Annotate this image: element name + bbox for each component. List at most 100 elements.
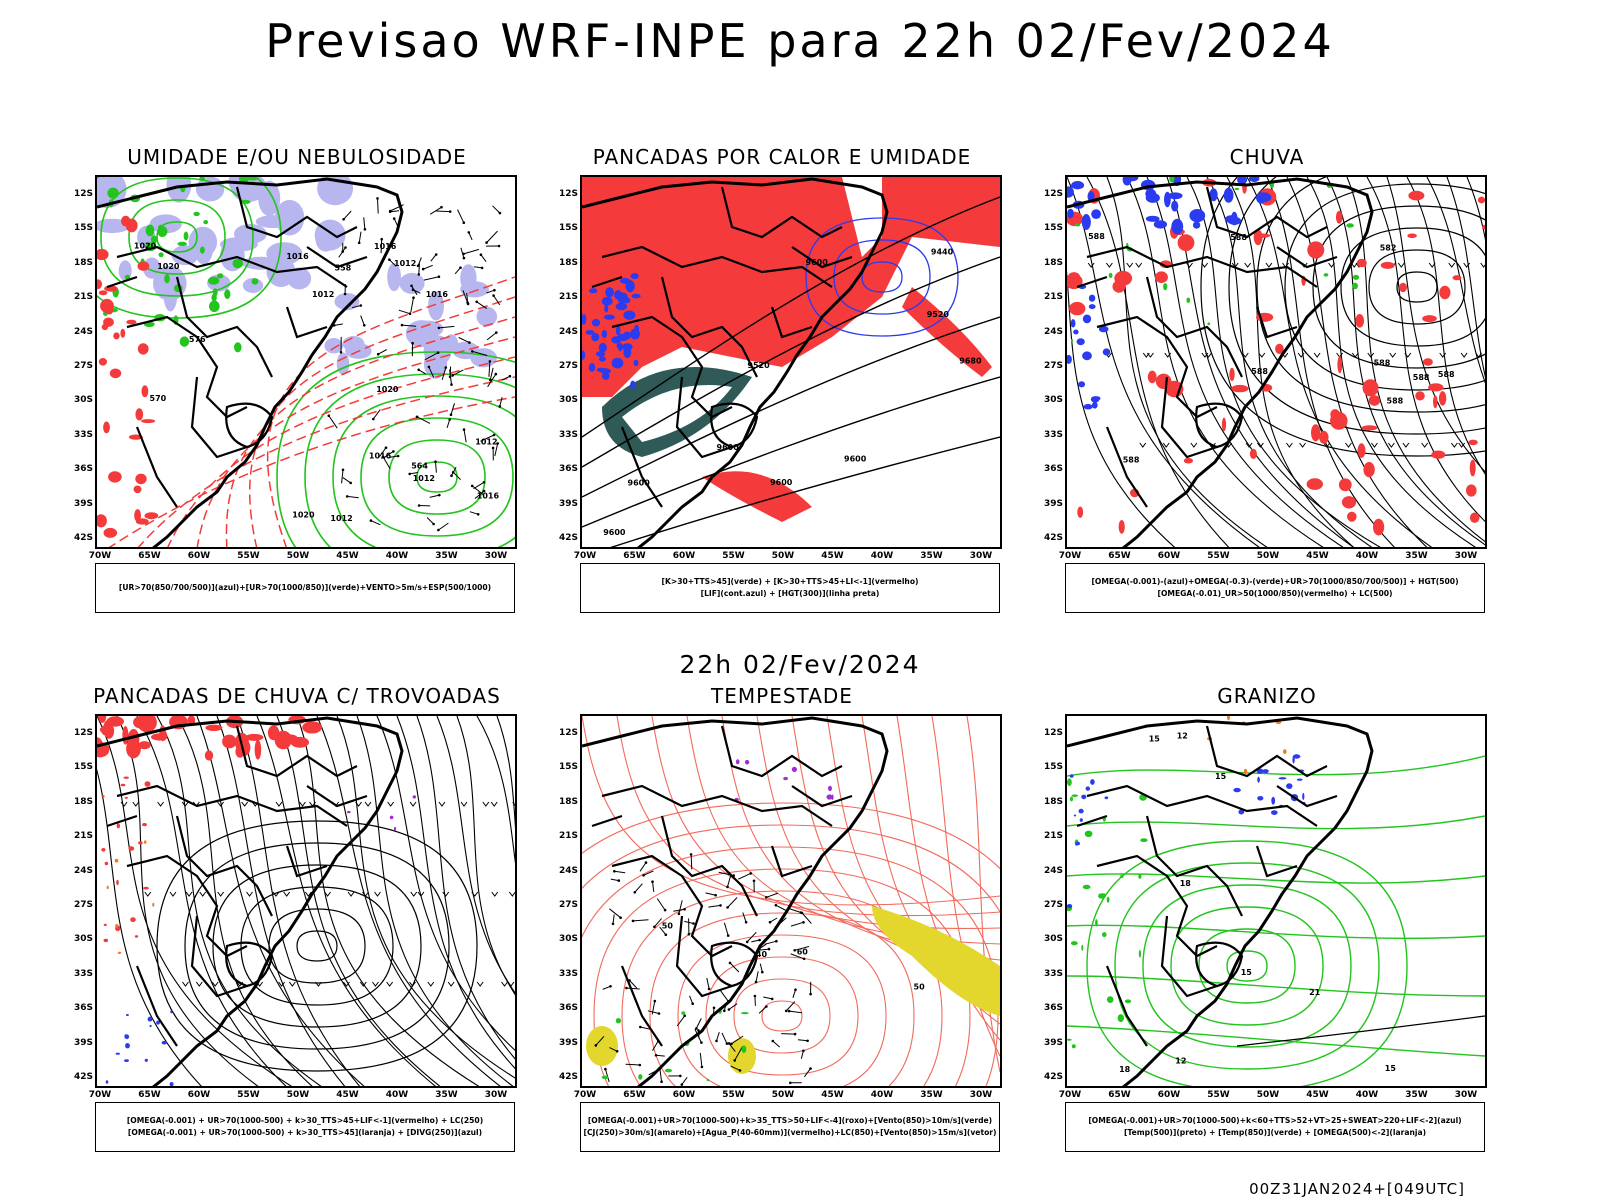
contour-label: 60 <box>797 948 809 957</box>
omega-area <box>1122 177 1132 186</box>
omega-area <box>1078 381 1086 388</box>
contour-label: 9600 <box>603 528 626 537</box>
wind-vector-head <box>471 350 474 353</box>
contour-label: 576 <box>189 335 206 344</box>
border-uruguay <box>1195 941 1244 988</box>
convection-area <box>702 471 812 522</box>
lat-label: 33S <box>1043 429 1063 440</box>
panel-title: PANCADAS POR CALOR E UMIDADE <box>592 145 972 169</box>
thickness-contour <box>248 296 515 547</box>
wind-vector-head <box>493 288 496 292</box>
wind-vector-head <box>712 1006 716 1010</box>
omega-area <box>1209 188 1218 202</box>
streamline-arrow <box>508 891 515 897</box>
shower-area <box>204 750 214 761</box>
omega-green <box>1074 223 1081 227</box>
wind-vector <box>487 373 497 388</box>
shower-area <box>142 823 147 827</box>
green-contour <box>276 351 515 547</box>
streamline-arrow <box>199 891 207 897</box>
streamline <box>436 716 515 994</box>
lat-label: 27S <box>73 900 93 910</box>
panel-pancadas-calor: PANCADAS POR CALOR E UMIDADE 9680 9600 9600… <box>559 145 1002 625</box>
lon-label: 50W <box>771 1090 795 1100</box>
humidity-shade <box>219 237 258 252</box>
wind-vector-head <box>411 341 414 345</box>
rain-area <box>1311 424 1321 442</box>
wind-vector-head <box>691 1002 694 1005</box>
streamline-arrow <box>299 801 306 807</box>
country-border <box>1276 246 1338 269</box>
lif-contour <box>595 351 606 357</box>
omega-area <box>1248 177 1260 183</box>
legend-line: [CJ(250)>30m/s](amarelo)+[Agua_P(40-60mm… <box>583 1128 997 1137</box>
wind-vector-head <box>475 300 479 304</box>
streamline <box>1206 177 1373 547</box>
wind-vector <box>410 297 414 313</box>
rain-area <box>1356 258 1367 268</box>
humidity-shade <box>413 320 444 338</box>
streamline <box>116 716 259 1086</box>
rain-area <box>1431 450 1446 459</box>
streamline <box>1266 177 1395 547</box>
lat-label: 42S <box>1043 1072 1063 1082</box>
shower-area <box>98 716 107 723</box>
omega-area <box>1102 348 1111 356</box>
panel-tempestade: TEMPESTADE 50 40 50 60 12S 15S 18S 21S 24S 27S 30S 3… <box>559 684 1002 1164</box>
wind-vector <box>789 1010 802 1014</box>
wind-vector-head <box>689 853 693 856</box>
omega-area <box>1171 200 1179 212</box>
hgt-contour <box>582 256 1000 468</box>
streamline <box>212 864 422 1028</box>
lc850 <box>966 716 1000 1073</box>
lat-label: 39S <box>73 498 93 509</box>
hail-area <box>1257 796 1264 801</box>
streamline-arrow <box>501 981 508 987</box>
green-patch <box>158 252 164 258</box>
wind-vector <box>418 263 420 275</box>
divergence <box>149 1024 152 1028</box>
lif-contour <box>617 342 623 352</box>
streamline-arrow <box>1463 262 1471 268</box>
lon-label: 40W <box>385 1090 409 1100</box>
wind-vector <box>390 210 400 213</box>
wind-vector-head <box>491 446 495 450</box>
contour-label: 9600 <box>628 478 651 487</box>
wind-vector <box>706 977 710 990</box>
lat-label: 18S <box>73 796 93 807</box>
lat-label: 27S <box>73 361 93 371</box>
rain-area <box>1407 233 1417 239</box>
wind-vector-head <box>444 366 448 369</box>
omega-area <box>1192 221 1201 229</box>
wind-vector <box>694 1028 702 1043</box>
lat-label: 27S <box>1043 900 1063 910</box>
streamline-arrow <box>409 801 417 807</box>
divergence <box>147 1016 153 1022</box>
lat-label: 36S <box>73 464 93 475</box>
hail-area <box>1067 904 1073 909</box>
wind-vector <box>480 434 495 442</box>
red-patch <box>97 279 103 290</box>
temp850 <box>1067 815 1485 830</box>
red-patch <box>125 218 138 233</box>
wind-vector <box>458 337 470 344</box>
wind-vector <box>501 375 511 381</box>
valid-time-subtitle: 22h 02/Fev/2024 <box>679 650 921 679</box>
streamline <box>156 820 478 1072</box>
contour-label: 9520 <box>927 310 950 319</box>
omega-area <box>1223 187 1234 203</box>
wind-vector <box>652 881 655 892</box>
streamline-arrow <box>1389 352 1397 358</box>
lon-label: 50W <box>286 1090 310 1100</box>
wind-vector-head <box>725 1042 729 1045</box>
humidity-shade <box>163 278 178 312</box>
wind850 <box>740 1012 749 1015</box>
wind-vector-head <box>341 468 345 472</box>
humidity-shade <box>334 293 360 311</box>
contour-label: 50 <box>914 983 926 992</box>
lat-label: 12S <box>73 189 93 199</box>
lon-label: 30W <box>969 551 993 561</box>
country-border <box>1076 814 1108 828</box>
wind-vector-head <box>434 253 438 256</box>
wind-vector <box>690 854 693 870</box>
